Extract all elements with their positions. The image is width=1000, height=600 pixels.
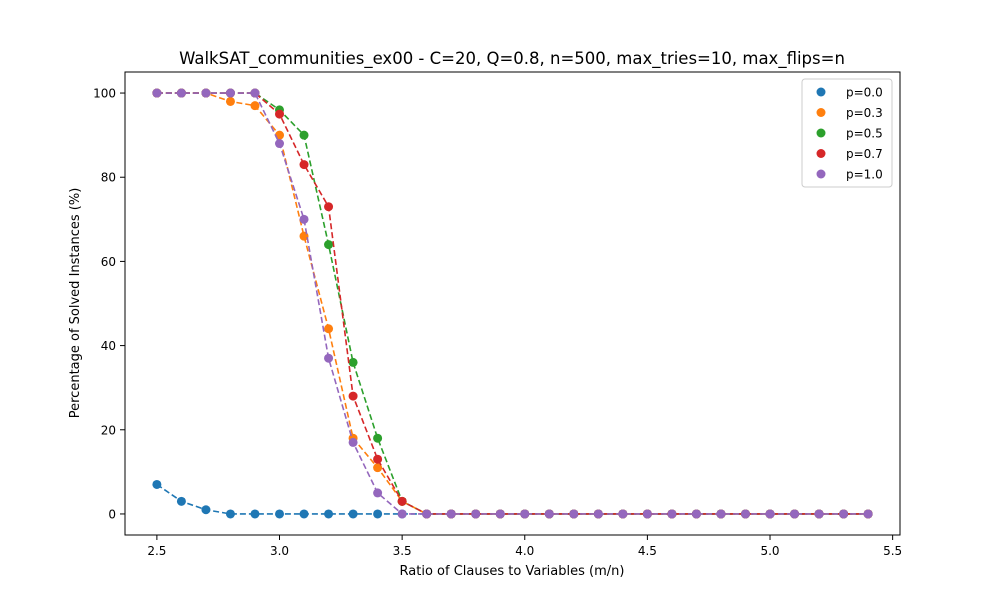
data-point <box>225 96 235 106</box>
data-point <box>324 324 334 334</box>
data-point <box>765 509 775 519</box>
data-point <box>740 509 750 519</box>
data-point <box>373 433 383 443</box>
data-point <box>225 509 235 519</box>
y-tick-label: 40 <box>101 339 116 353</box>
data-point <box>348 437 358 447</box>
data-point <box>373 509 383 519</box>
legend-item: p=1.0 <box>816 168 883 182</box>
data-point <box>520 509 530 519</box>
data-point <box>324 509 334 519</box>
data-point <box>299 130 309 140</box>
legend-label: p=0.5 <box>846 127 883 141</box>
x-tick-label: 4.5 <box>638 544 657 558</box>
data-point <box>275 509 285 519</box>
data-point <box>397 496 407 506</box>
series-line <box>156 92 869 515</box>
data-point <box>373 454 383 464</box>
data-point <box>152 88 162 98</box>
data-point <box>299 160 309 170</box>
data-point <box>324 240 334 250</box>
legend-marker <box>816 149 826 158</box>
data-point <box>569 509 579 519</box>
data-point <box>324 353 334 363</box>
data-point <box>863 509 873 519</box>
y-axis: 0 20 40 60 80 100 <box>93 87 125 521</box>
chart-title: WalkSAT_communities_ex00 - C=20, Q=0.8, … <box>179 49 845 69</box>
y-tick-label: 80 <box>101 171 116 185</box>
x-tick-label: 3.5 <box>393 544 412 558</box>
x-tick-label: 4.0 <box>515 544 534 558</box>
data-point <box>348 509 358 519</box>
data-point <box>544 509 554 519</box>
data-point <box>373 488 383 498</box>
x-axis-label: Ratio of Clauses to Variables (m/n) <box>400 564 625 579</box>
data-point <box>250 509 260 519</box>
data-point <box>324 202 334 212</box>
data-point <box>790 509 800 519</box>
data-point <box>618 509 628 519</box>
data-point <box>691 509 701 519</box>
data-point <box>250 101 260 111</box>
legend-label: p=0.3 <box>846 106 883 120</box>
data-point <box>471 509 481 519</box>
data-point <box>716 509 726 519</box>
legend-item: p=0.7 <box>816 147 883 161</box>
series-p=1.0 <box>152 88 873 519</box>
legend-marker <box>816 169 826 179</box>
data-point <box>299 214 309 224</box>
data-point <box>446 509 456 519</box>
data-point <box>593 509 603 519</box>
data-point <box>176 496 186 506</box>
data-point <box>814 509 824 519</box>
data-point <box>397 509 407 519</box>
x-axis: 2.5 3.0 3.5 4.0 4.5 5.0 5.5 <box>147 535 902 558</box>
data-point <box>348 391 358 401</box>
legend-label: p=0.0 <box>846 86 883 100</box>
data-point <box>225 88 235 98</box>
plot-area <box>124 71 901 536</box>
axes-frame <box>124 71 901 536</box>
legend-box <box>801 78 893 188</box>
x-tick-label: 5.5 <box>883 544 902 558</box>
data-point <box>667 509 677 519</box>
y-tick-label: 0 <box>108 507 116 521</box>
y-axis-label: Percentage of Solved Instances (%) <box>68 188 83 419</box>
x-tick-label: 3.0 <box>270 544 289 558</box>
data-point <box>275 109 285 119</box>
x-tick-label: 5.0 <box>760 544 779 558</box>
data-point <box>201 88 211 98</box>
legend: p=0.0 p=0.3 p=0.5 p=0.7 p=1.0 <box>801 78 893 188</box>
legend-marker <box>816 108 826 117</box>
y-tick-label: 20 <box>101 423 116 437</box>
y-tick-label: 60 <box>101 255 116 269</box>
data-point <box>373 463 383 473</box>
data-point <box>152 479 162 489</box>
legend-item: p=0.3 <box>816 106 883 120</box>
data-point <box>299 509 309 519</box>
legend-label: p=0.7 <box>846 147 883 161</box>
data-point <box>839 509 849 519</box>
data-point <box>495 509 505 519</box>
y-tick-label: 100 <box>93 87 116 101</box>
legend-label: p=1.0 <box>846 168 883 182</box>
data-point <box>642 509 652 519</box>
data-point <box>176 88 186 98</box>
data-point <box>348 357 358 367</box>
data-point <box>275 139 285 149</box>
legend-marker <box>816 128 826 138</box>
legend-item: p=0.0 <box>816 86 883 100</box>
legend-marker <box>816 87 826 97</box>
data-point <box>422 509 432 519</box>
data-point <box>201 505 211 515</box>
data-point <box>250 88 260 98</box>
x-tick-label: 2.5 <box>147 544 166 558</box>
legend-item: p=0.5 <box>816 127 883 141</box>
